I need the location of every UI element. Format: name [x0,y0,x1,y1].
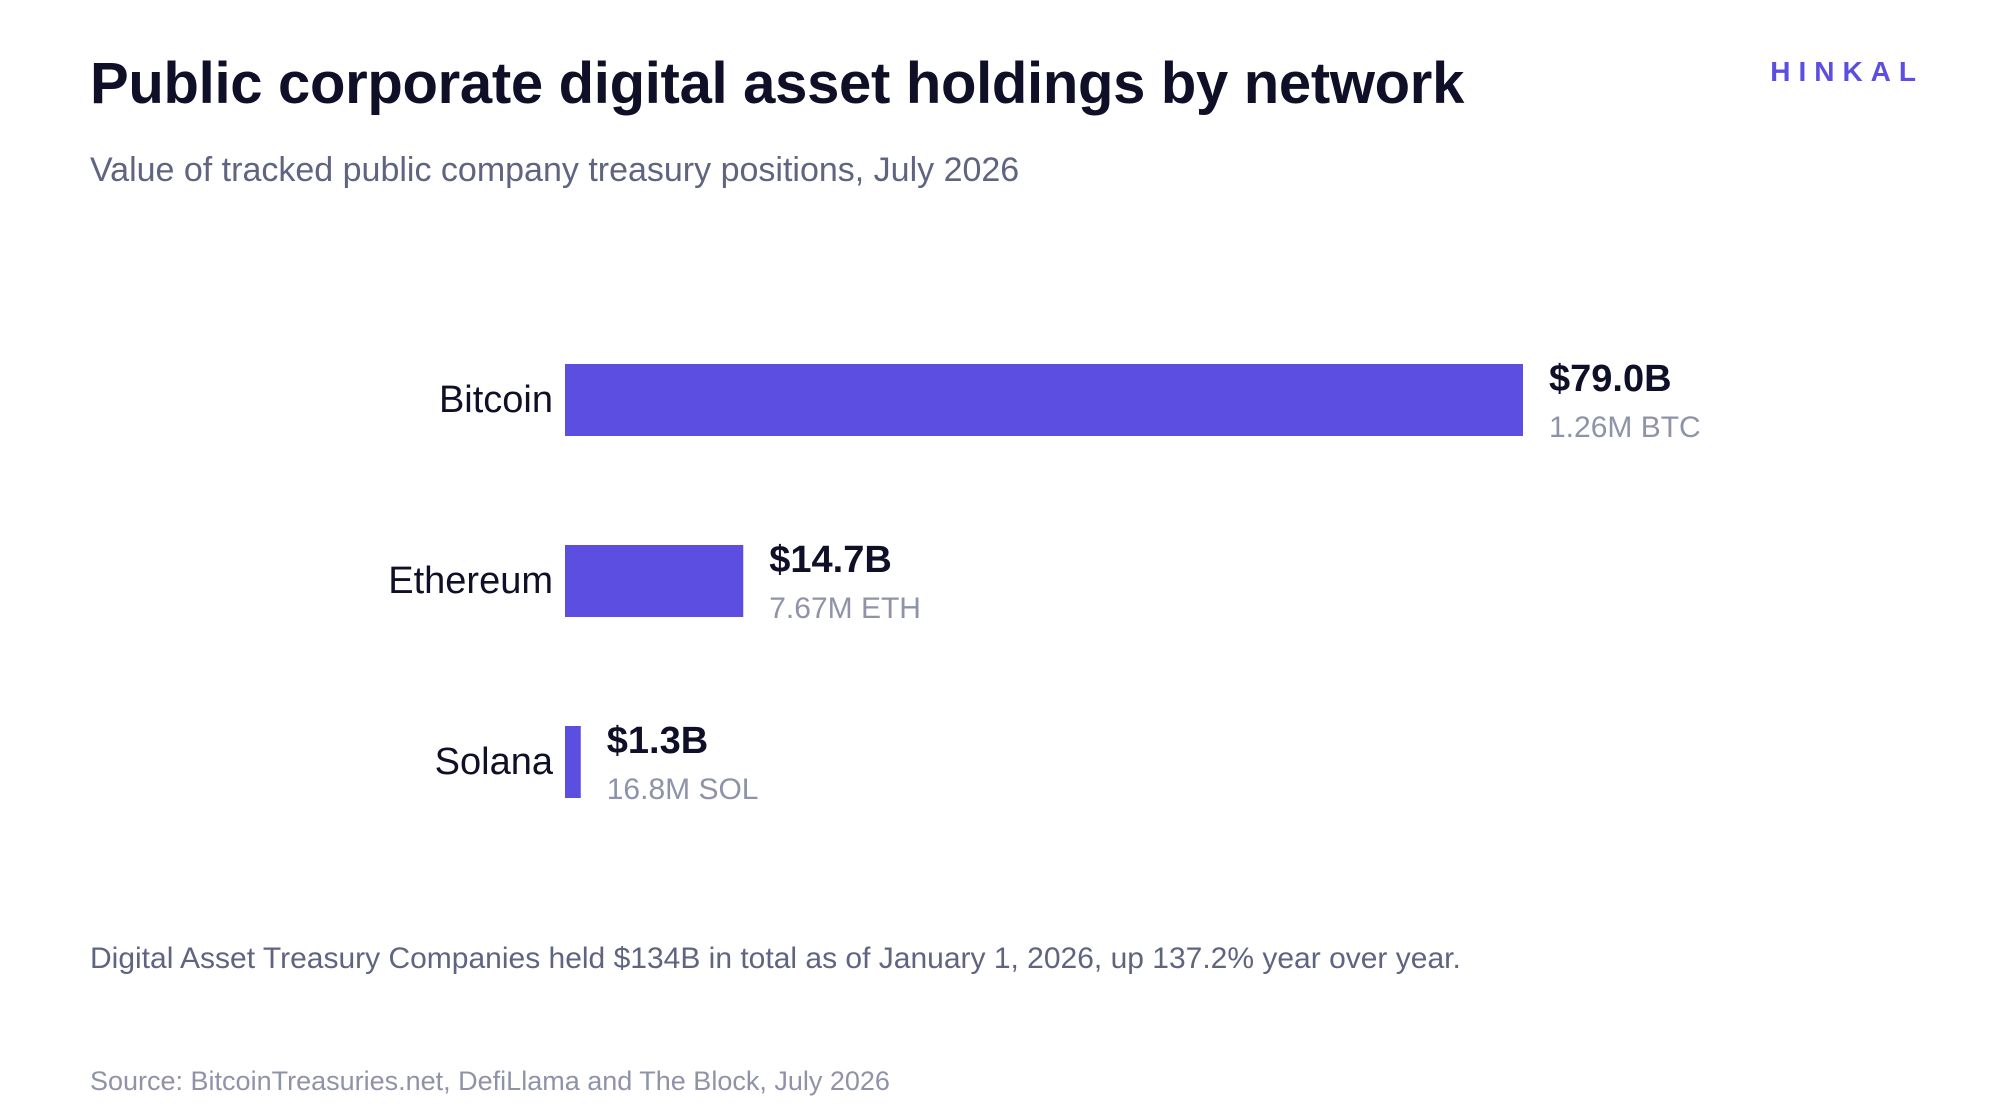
category-label-solana: Solana [435,741,554,783]
bar-ethereum [565,545,744,617]
bar-solana [565,726,581,798]
brand-logo: HINKAL [1770,56,1924,87]
category-label-bitcoin: Bitcoin [439,379,553,421]
source-note: Source: BitcoinTreasuries.net, DefiLlama… [90,1066,890,1096]
value-label-ethereum: $14.7B [769,539,892,581]
chart-note: Digital Asset Treasury Companies held $1… [90,942,1461,975]
category-label-ethereum: Ethereum [388,560,553,602]
units-label-bitcoin: 1.26M BTC [1549,411,1701,444]
chart-title: Public corporate digital asset holdings … [90,51,1465,116]
chart-subtitle: Value of tracked public company treasury… [90,151,1020,189]
units-label-ethereum: 7.67M ETH [769,592,921,625]
units-label-solana: 16.8M SOL [607,773,759,806]
bar-bitcoin [565,364,1523,436]
value-label-bitcoin: $79.0B [1549,358,1672,400]
value-label-solana: $1.3B [607,720,708,762]
